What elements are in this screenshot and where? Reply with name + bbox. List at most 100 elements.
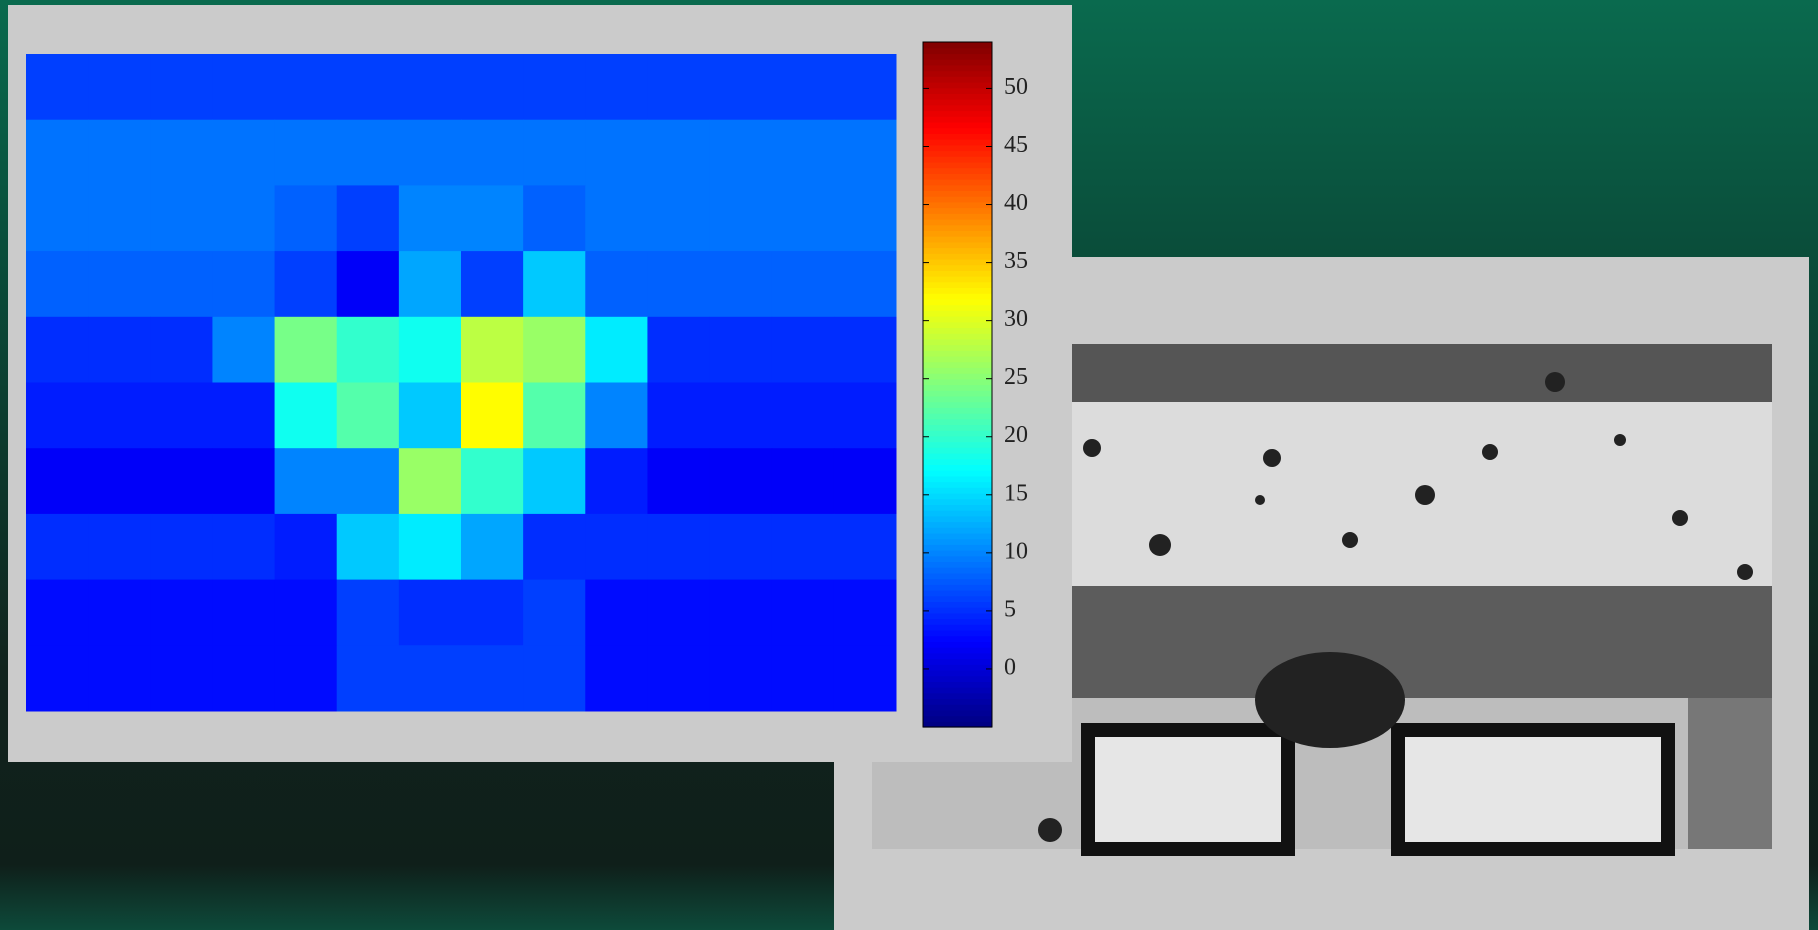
heat-cell [772, 185, 835, 251]
heat-cell [585, 448, 648, 514]
colorbar-step [923, 499, 992, 505]
heat-cell [88, 251, 151, 317]
colorbar-step [923, 367, 992, 373]
heat-cell [88, 120, 151, 186]
heat-cell [710, 514, 773, 580]
colorbar-step [923, 527, 992, 533]
heat-cell [26, 448, 89, 514]
heat-cell [212, 580, 275, 646]
colorbar-step [923, 248, 992, 254]
colorbar-step [923, 556, 992, 562]
heat-cell [461, 514, 524, 580]
colorbar-step [923, 379, 992, 385]
heat-cell [275, 645, 338, 711]
colorbar-step [923, 447, 992, 453]
heat-cell [523, 645, 586, 711]
heat-cell [772, 645, 835, 711]
heat-cell [150, 317, 213, 383]
colorbar-step [923, 659, 992, 665]
heat-cell [275, 383, 338, 449]
colorbar-step [923, 653, 992, 659]
heat-cell [399, 317, 462, 383]
colorbar-step [923, 516, 992, 522]
heat-cell [461, 448, 524, 514]
heat-cell [461, 185, 524, 251]
heat-cell [710, 317, 773, 383]
colorbar-step [923, 670, 992, 676]
heat-cell [275, 54, 338, 120]
colorbar-step [923, 333, 992, 339]
colorbar-step [923, 282, 992, 288]
colorbar-step [923, 48, 992, 54]
colorbar-step [923, 305, 992, 311]
heat-cell [585, 185, 648, 251]
colorbar-step [923, 641, 992, 647]
heat-cell [710, 645, 773, 711]
heat-cell [585, 580, 648, 646]
colorbar-step [923, 624, 992, 630]
heat-cell [88, 580, 151, 646]
colorbar-step [923, 316, 992, 322]
heat-cell [26, 120, 89, 186]
heat-cell [523, 251, 586, 317]
heat-cell [834, 514, 897, 580]
colorbar-step [923, 270, 992, 276]
heat-cell [461, 580, 524, 646]
colorbar-step [923, 676, 992, 682]
heat-cell [523, 185, 586, 251]
colorbar-step [923, 647, 992, 653]
colorbar-step [923, 630, 992, 636]
colorbar-step [923, 327, 992, 333]
heat-cell [26, 251, 89, 317]
heat-cell [647, 251, 710, 317]
heat-cell [523, 448, 586, 514]
heat-cell [399, 54, 462, 120]
colorbar-step [923, 76, 992, 82]
colorbar-step [923, 424, 992, 430]
colorbar-step [923, 122, 992, 128]
colorbar-tick-label: 0 [1004, 654, 1016, 680]
colorbar-step [923, 385, 992, 391]
heat-cell [337, 514, 400, 580]
colorbar-step [923, 601, 992, 607]
colorbar-step [923, 168, 992, 174]
heat-cell [275, 185, 338, 251]
colorbar-step [923, 607, 992, 613]
heat-cell [585, 120, 648, 186]
heat-cell [337, 383, 400, 449]
heat-cell [275, 580, 338, 646]
heat-cell [212, 54, 275, 120]
heat-cell [461, 383, 524, 449]
colorbar-step [923, 225, 992, 231]
edge [1688, 698, 1772, 849]
colorbar-step [923, 476, 992, 482]
heat-cell [461, 251, 524, 317]
heat-cell [834, 54, 897, 120]
heat-cell [710, 448, 773, 514]
colorbar-step [923, 493, 992, 499]
colorbar-step [923, 230, 992, 236]
colorbar-tick-label: 10 [1004, 538, 1028, 564]
colorbar-step [923, 390, 992, 396]
heat-cell [337, 54, 400, 120]
colorbar-step [923, 339, 992, 345]
heat-cell [585, 514, 648, 580]
heat-cell [772, 383, 835, 449]
heat-cell [772, 580, 835, 646]
heat-cell [585, 645, 648, 711]
colorbar-step [923, 613, 992, 619]
heat-cell [772, 251, 835, 317]
heat-cell [150, 383, 213, 449]
heat-cell [212, 645, 275, 711]
heat-cell [212, 185, 275, 251]
pad [1398, 730, 1668, 849]
colorbar-step [923, 82, 992, 88]
heat-cell [150, 580, 213, 646]
colorbar-tick-label: 45 [1004, 132, 1028, 158]
colorbar-tick-label: 15 [1004, 480, 1028, 506]
colorbar-step [923, 504, 992, 510]
heat-cell [26, 54, 89, 120]
heat-cell [212, 514, 275, 580]
colorbar-step [923, 464, 992, 470]
heat-cell [212, 251, 275, 317]
